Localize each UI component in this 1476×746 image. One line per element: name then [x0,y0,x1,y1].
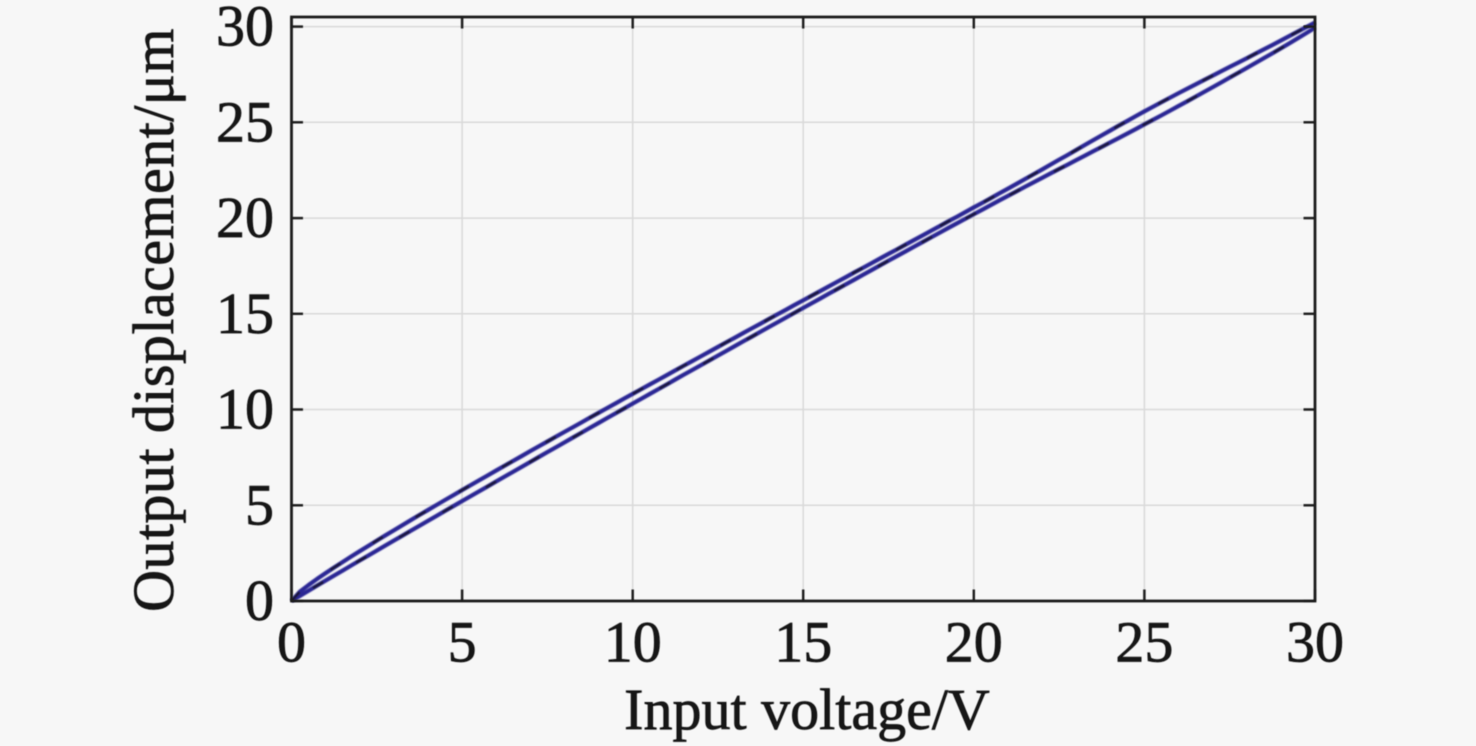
svg-text:25: 25 [1115,610,1173,675]
svg-text:30: 30 [1286,610,1344,675]
svg-text:15: 15 [216,281,274,346]
svg-text:5: 5 [448,610,477,675]
svg-text:Input voltage/V: Input voltage/V [624,677,990,742]
svg-text:Output displacement/μm: Output displacement/μm [121,28,186,612]
svg-text:10: 10 [216,377,274,442]
svg-text:10: 10 [604,610,662,675]
svg-text:20: 20 [216,185,274,250]
svg-text:0: 0 [245,568,274,633]
svg-text:5: 5 [245,472,274,537]
svg-text:30: 30 [216,0,274,59]
svg-text:0: 0 [277,610,306,675]
svg-text:25: 25 [216,89,274,154]
svg-text:15: 15 [774,610,832,675]
svg-text:20: 20 [945,610,1003,675]
